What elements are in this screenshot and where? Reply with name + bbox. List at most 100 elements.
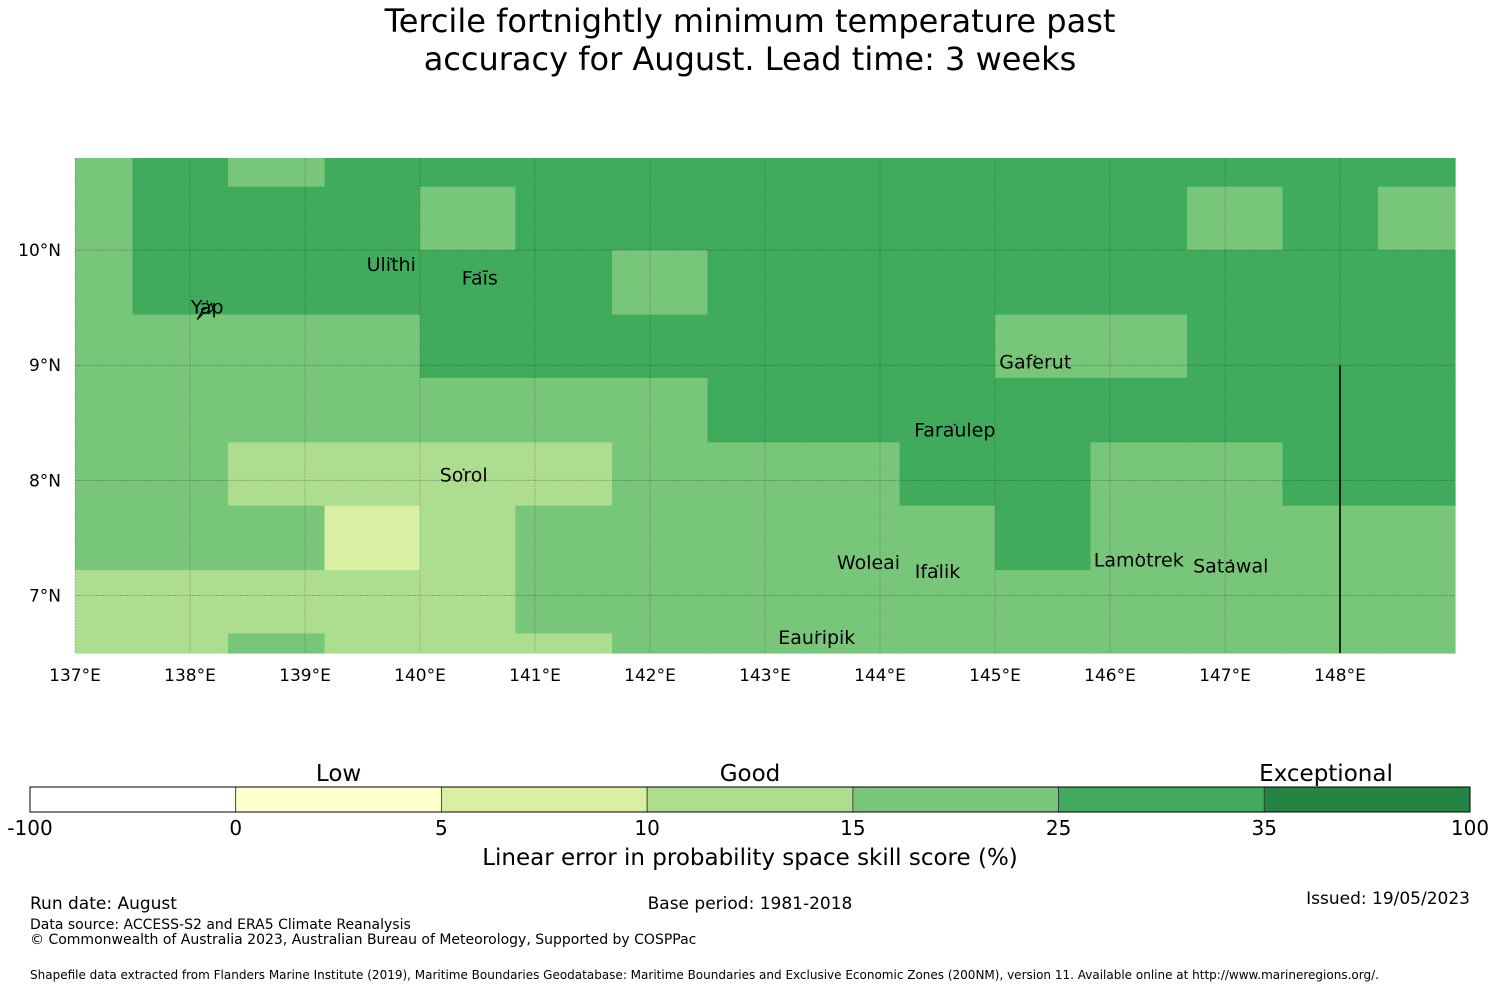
longitude-tick-label: 139°E: [279, 666, 331, 686]
colorbar-category-label: Exceptional: [1259, 761, 1393, 787]
grid-cell: [995, 633, 1092, 654]
longitude-tick-label: 140°E: [394, 666, 446, 686]
grid-cell: [420, 158, 517, 188]
grid-cell: [515, 442, 613, 507]
grid-cell: [802, 633, 901, 654]
grid-cell: [1282, 633, 1379, 654]
latitude-tick-label: 8°N: [29, 471, 61, 491]
grid-cell: [802, 442, 901, 507]
colorbar-segment: [235, 786, 442, 813]
grid-cell: [420, 442, 517, 507]
grid-cell: [612, 633, 709, 654]
island-marker: [953, 423, 956, 426]
grid-cell: [1090, 633, 1188, 654]
base-period: Base period: 1981-2018: [647, 894, 853, 914]
island-marker: [478, 271, 481, 274]
grid-cell: [995, 158, 1092, 188]
place-label: Lamotrek: [1094, 550, 1184, 572]
grid-cell: [227, 505, 326, 571]
grid-cell: [132, 186, 229, 251]
grid-cell: [1187, 186, 1284, 251]
grid-cell: [802, 250, 901, 316]
grid-cell: [995, 377, 1092, 443]
place-label: Ifalik: [915, 561, 961, 583]
grid-cell: [324, 186, 421, 251]
place-label: Faīs: [462, 268, 498, 290]
grid-cell: [899, 570, 996, 635]
grid-cell: [515, 570, 613, 635]
grid-cell: [707, 633, 804, 654]
grid-cell: [1377, 633, 1456, 654]
island-marker: [1229, 559, 1232, 562]
grid-cell: [612, 442, 709, 507]
grid-cell: [324, 314, 421, 379]
grid-cell: [75, 633, 134, 654]
island-marker: [206, 300, 209, 303]
grid-cell: [132, 158, 229, 188]
skill-grid: [75, 158, 1456, 654]
island-marker: [1137, 553, 1140, 556]
grid-cell: [612, 377, 709, 443]
grid-cell: [707, 505, 804, 571]
colorbar-tick-label: 0: [229, 816, 242, 840]
grid-cell: [707, 442, 804, 507]
grid-cell: [515, 186, 613, 251]
grid-cell: [1282, 314, 1379, 379]
colorbar-tick-label: 5: [435, 816, 448, 840]
grid-cell: [1377, 505, 1456, 571]
colorbar: [29, 786, 1471, 813]
grid-cell: [515, 377, 613, 443]
grid-cell: [324, 377, 421, 443]
longitude-tick-label: 148°E: [1314, 666, 1366, 686]
colorbar-ticks: -100 0 5 10 15 25 35 100: [7, 816, 1489, 840]
grid-cell: [707, 570, 804, 635]
grid-cell: [324, 633, 421, 654]
grid-cell: [707, 250, 804, 316]
grid-cell: [75, 377, 134, 443]
grid-cell: [227, 633, 326, 654]
grid-cell: [995, 505, 1092, 571]
grid-cell: [802, 186, 901, 251]
data-source: Data source: ACCESS-S2 and ERA5 Climate …: [30, 917, 411, 933]
grid-cell: [1090, 314, 1188, 379]
grid-cell: [1282, 570, 1379, 635]
grid-cell: [420, 633, 517, 654]
grid-cell: [75, 250, 134, 316]
grid-cell: [612, 314, 709, 379]
grid-cell: [132, 633, 229, 654]
grid-cell: [707, 314, 804, 379]
grid-cell: [995, 570, 1092, 635]
grid-cell: [802, 158, 901, 188]
longitude-ticks: 137°E 138°E 139°E 140°E 141°E 142°E 143°E 144°E…: [49, 666, 1366, 686]
longitude-tick-label: 146°E: [1084, 666, 1136, 686]
grid-cell: [515, 158, 613, 188]
shapefile-credit: Shapefile data extracted from Flanders M…: [30, 968, 1379, 982]
grid-cell: [324, 158, 421, 188]
grid-cell: [612, 250, 709, 316]
grid-cell: [1187, 250, 1284, 316]
place-label: Woleai: [837, 552, 900, 574]
grid-cell: [132, 570, 229, 635]
grid-cell: [75, 505, 134, 571]
colorbar-segment: [852, 786, 1059, 813]
grid-cell: [227, 186, 326, 251]
grid-cell: [1187, 442, 1284, 507]
longitude-tick-label: 142°E: [624, 666, 676, 686]
grid-cell: [515, 250, 613, 316]
colorbar-segment: [646, 786, 854, 813]
grid-cell: [995, 442, 1092, 507]
grid-cell: [132, 442, 229, 507]
grid-cell: [1090, 158, 1188, 188]
grid-cell: [1187, 570, 1284, 635]
grid-cell: [1090, 442, 1188, 507]
island-marker: [390, 257, 393, 260]
grid-cell: [1187, 633, 1284, 654]
grid-cell: [420, 505, 517, 571]
grid-cell: [1282, 250, 1379, 316]
title-line-1: Tercile fortnightly minimum temperature …: [384, 2, 1116, 40]
colorbar-category-label: Good: [720, 761, 781, 787]
grid-cell: [899, 505, 996, 571]
grid-cell: [1282, 505, 1379, 571]
grid-cell: [802, 314, 901, 379]
